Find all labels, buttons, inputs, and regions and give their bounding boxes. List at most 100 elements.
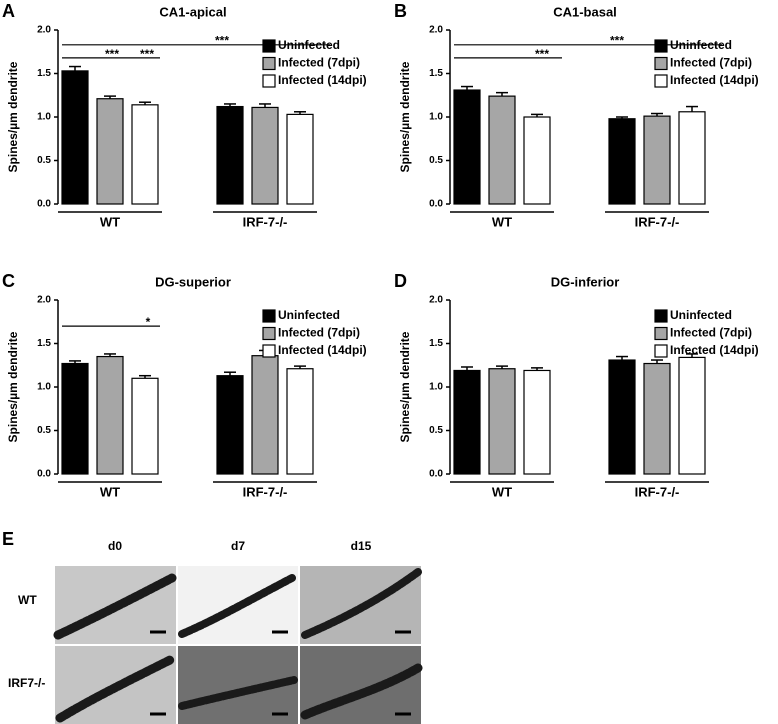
legend-label: Infected (14dpi) — [278, 73, 367, 87]
legend-swatch — [654, 74, 668, 88]
y-tick-label: 2.0 — [37, 295, 51, 306]
y-tick-label: 1.0 — [37, 382, 51, 393]
bar — [216, 375, 244, 475]
bar — [131, 377, 159, 475]
y-tick-label: 1.5 — [429, 338, 443, 349]
bar — [523, 116, 551, 205]
bar — [608, 118, 636, 205]
chart-title: DG-inferior — [551, 274, 620, 289]
bar — [131, 104, 159, 205]
x-tick-label: WT — [100, 484, 120, 499]
row-label: IRF7-/- — [8, 676, 45, 690]
bar — [678, 356, 706, 475]
column-label: d15 — [351, 539, 372, 553]
x-tick-label: IRF-7-/- — [243, 484, 288, 499]
legend-swatch — [654, 56, 668, 71]
chart: D DG-inferior Spines/µm dendrite 0.0 0.5 1.0 1… — [394, 271, 759, 500]
legend-label: Infected (7dpi) — [278, 326, 360, 340]
bar — [251, 355, 279, 475]
bar — [488, 95, 516, 205]
panel-letter: E — [2, 529, 14, 549]
y-tick-label: 0.5 — [429, 155, 443, 166]
panel-letter: B — [394, 1, 407, 21]
column-label: d7 — [231, 539, 245, 553]
x-tick-label: WT — [492, 484, 512, 499]
row-label: WT — [18, 593, 37, 607]
legend-swatch — [262, 74, 276, 88]
y-tick-label: 1.5 — [37, 68, 51, 79]
x-tick-label: IRF-7-/- — [635, 484, 680, 499]
bar — [453, 89, 481, 205]
bar — [286, 368, 314, 475]
bar — [96, 355, 124, 475]
chart: A CA1-apical Spines/µm dendrite 0.0 0.5 1.0 1.… — [2, 1, 367, 230]
bar — [678, 111, 706, 205]
bar — [453, 369, 481, 475]
legend-label: Infected (7dpi) — [670, 56, 752, 70]
legend-label: Uninfected — [670, 308, 732, 322]
legend-label: Infected (7dpi) — [670, 326, 752, 340]
legend-swatch — [654, 326, 668, 341]
y-tick-label: 0.5 — [429, 425, 443, 436]
y-tick-label: 2.0 — [429, 25, 443, 36]
legend-swatch — [654, 39, 668, 53]
chart-title: DG-superior — [155, 274, 231, 289]
y-tick-label: 0.5 — [37, 425, 51, 436]
column-label: d0 — [108, 539, 122, 553]
bar — [61, 362, 89, 475]
y-axis-label: Spines/µm dendrite — [6, 61, 20, 172]
y-axis-label: Spines/µm dendrite — [6, 331, 20, 442]
legend-swatch — [654, 309, 668, 323]
panel-letter: A — [2, 1, 15, 21]
significance-label: *** — [215, 34, 229, 48]
y-tick-label: 1.0 — [37, 112, 51, 123]
legend-label: Infected (14dpi) — [278, 343, 367, 357]
significance-label: *** — [105, 47, 119, 61]
bar — [608, 359, 636, 475]
y-tick-label: 0.0 — [37, 199, 51, 210]
x-tick-label: IRF-7-/- — [243, 214, 288, 229]
panel-letter: C — [2, 271, 15, 291]
chart-title: CA1-basal — [553, 4, 617, 19]
x-tick-label: IRF-7-/- — [635, 214, 680, 229]
significance-label: *** — [610, 34, 624, 48]
x-tick-label: WT — [100, 214, 120, 229]
bar — [643, 362, 671, 475]
legend-swatch — [262, 309, 276, 323]
bar — [216, 105, 244, 205]
legend-swatch — [262, 39, 276, 53]
bar — [251, 106, 279, 205]
y-tick-label: 2.0 — [429, 295, 443, 306]
panel-letter: D — [394, 271, 407, 291]
legend-label: Infected (14dpi) — [670, 343, 759, 357]
legend-label: Infected (14dpi) — [670, 73, 759, 87]
y-tick-label: 2.0 — [37, 25, 51, 36]
bar — [61, 70, 89, 205]
significance-label: *** — [140, 47, 154, 61]
chart: B CA1-basal Spines/µm dendrite 0.0 0.5 1.0 1.5… — [394, 1, 759, 230]
y-tick-label: 0.5 — [37, 155, 51, 166]
legend-label: Infected (7dpi) — [278, 56, 360, 70]
legend-swatch — [262, 56, 276, 71]
y-tick-label: 0.0 — [429, 469, 443, 480]
x-tick-label: WT — [492, 214, 512, 229]
y-tick-label: 0.0 — [429, 199, 443, 210]
bar — [96, 98, 124, 205]
bar — [523, 369, 551, 475]
significance-label: * — [146, 315, 151, 329]
y-axis-label: Spines/µm dendrite — [398, 331, 412, 442]
chart-title: CA1-apical — [159, 4, 226, 19]
y-tick-label: 1.0 — [429, 382, 443, 393]
legend-swatch — [262, 326, 276, 341]
y-tick-label: 0.0 — [37, 469, 51, 480]
micrograph-panel: E d0 d7 d15 WT IRF7-/- — [2, 529, 423, 724]
chart: C DG-superior Spines/µm dendrite 0.0 0.5 1.0 1… — [2, 271, 367, 500]
bar — [488, 368, 516, 475]
bar — [286, 113, 314, 205]
y-tick-label: 1.5 — [429, 68, 443, 79]
y-axis-label: Spines/µm dendrite — [398, 61, 412, 172]
legend-swatch — [262, 344, 276, 358]
scale-bars — [150, 630, 411, 716]
significance-label: *** — [535, 47, 549, 61]
